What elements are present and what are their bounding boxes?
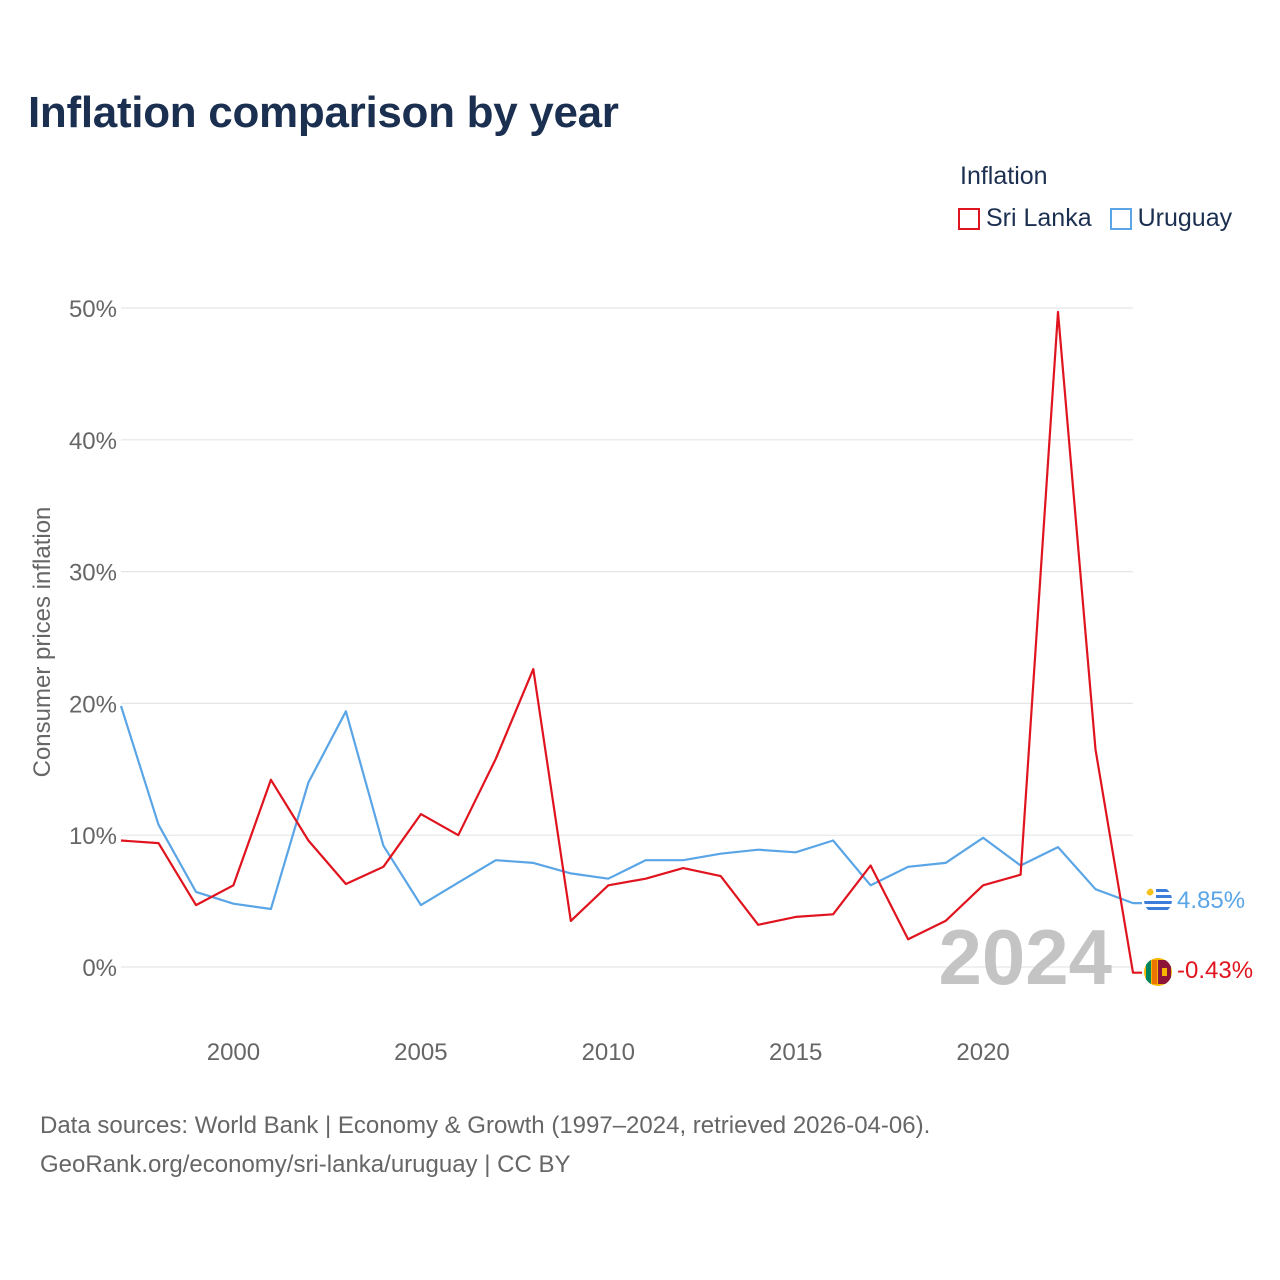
uruguay-flag-icon [1144, 886, 1172, 914]
x-tick-label: 2005 [394, 1039, 447, 1066]
end-label-uruguay: 4.85% [1177, 887, 1245, 914]
x-tick-label: 2015 [769, 1039, 822, 1066]
legend: Sri Lanka Uruguay [958, 204, 1232, 233]
y-tick-label: 40% [69, 428, 117, 455]
legend-swatch-sri-lanka [958, 207, 980, 230]
footer: Data sources: World Bank | Economy & Gro… [40, 1106, 930, 1184]
footer-sources: Data sources: World Bank | Economy & Gro… [40, 1112, 931, 1139]
year-watermark: 2024 [938, 913, 1112, 1001]
series-line-uruguay[interactable] [119, 705, 1142, 911]
legend-item-uruguay[interactable]: Uruguay [1109, 204, 1233, 233]
y-tick-label: 0% [82, 955, 117, 982]
chart-title: Inflation comparison by year [28, 88, 619, 137]
legend-label-sri-lanka: Sri Lanka [986, 204, 1092, 232]
legend-label-uruguay: Uruguay [1137, 204, 1233, 232]
legend-swatch-uruguay [1109, 207, 1132, 230]
x-tick-label: 2000 [207, 1039, 260, 1066]
end-label-sri-lanka: -0.43% [1177, 957, 1253, 984]
sri-lanka-flag-icon [1144, 958, 1172, 986]
x-tick-label: 2020 [956, 1039, 1009, 1066]
x-tick-label: 2010 [582, 1039, 635, 1066]
y-axis-label: Consumer prices inflation [29, 507, 56, 778]
y-tick-label: 30% [69, 560, 117, 587]
legend-title: Inflation [960, 162, 1048, 190]
series-line-sri-lanka[interactable] [120, 310, 1142, 974]
footer-link[interactable]: GeoRank.org/economy/sri-lanka/uruguay | … [40, 1151, 571, 1178]
y-tick-label: 50% [69, 296, 117, 323]
y-tick-label: 20% [69, 691, 117, 718]
legend-item-sri-lanka[interactable]: Sri Lanka [958, 204, 1092, 233]
y-tick-label: 10% [69, 823, 117, 850]
